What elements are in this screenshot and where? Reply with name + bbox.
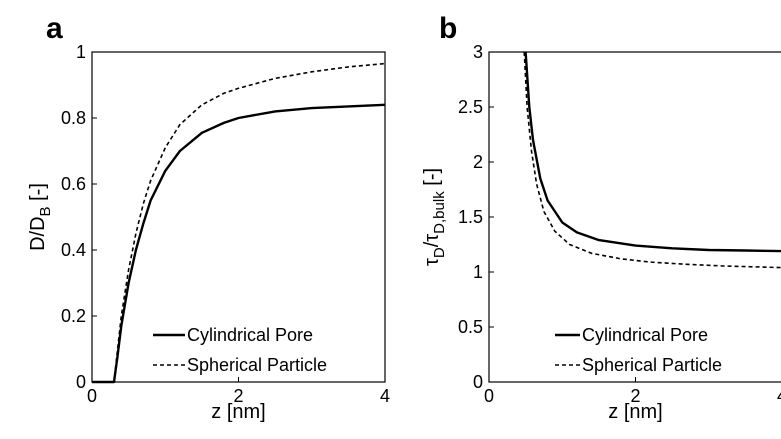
panel-a-x-tick-label: 4 [380,386,390,406]
panel-b-series [523,51,781,269]
panel-b-x-axis-label: z [nm] [608,401,662,423]
panel-a-y-tick-label: 0.8 [61,108,86,128]
panel-a-legend-label-cylindrical: Cylindrical Pore [187,325,313,345]
panel-a-legend: Cylindrical Pore Spherical Particle [153,325,327,375]
panel-b-y-tick-label: 3 [473,42,483,62]
panel-a-x-tick-label: 0 [87,386,97,406]
panel-a-series-cylindrical-pore [92,103,386,384]
panel-b-x-tick-label: 4 [777,386,781,406]
panel-b-y-tick-label: 1 [473,262,483,282]
panel-b-legend-label-spherical: Spherical Particle [582,355,722,375]
panel-b: b 0 2 4 0 0.5 1 1.5 2 2.5 3 z [nm] τD/τD,bulk [-]… [421,12,781,423]
panel-a-y-tick-label: 0.4 [61,240,86,260]
panel-b-y-tick-label: 2 [473,152,483,172]
panel-b-plot-frame [488,51,781,383]
panel-b-legend: Cylindrical Pore Spherical Particle [555,325,722,375]
panel-a-y-tick-label: 1 [76,42,86,62]
panel-b-series-cylindrical-pore [524,51,781,253]
panel-a-y-tick-label: 0 [76,372,86,392]
panel-b-y-tick-label: 1.5 [458,207,483,227]
panel-a-y-tick-label: 0.6 [61,174,86,194]
panel-a-ticks: 0 2 4 0 0.2 0.4 0.6 0.8 1 [61,42,390,406]
panel-b-x-tick-label: 0 [484,386,494,406]
panel-b-y-tick-label: 2.5 [458,97,483,117]
panel-a-legend-label-spherical: Spherical Particle [187,355,327,375]
panel-b-series-spherical-particle [523,51,781,269]
panel-a-x-axis-label: z [nm] [211,401,265,423]
panel-a-y-axis-label: D/DB [-] [27,183,54,251]
panel-b-y-axis-label: τD/τD,bulk [-] [421,168,448,266]
panel-a-x-tick-label: 2 [233,386,243,406]
panel-a-series-spherical-particle [92,62,386,383]
panel-a-series [92,62,386,384]
panel-b-y-tick-label: 0.5 [458,317,483,337]
panel-a-letter: a [46,12,63,45]
panel-b-x-tick-label: 2 [630,386,640,406]
panel-a: a 0 2 4 0 0.2 0.4 0.6 0.8 1 z [nm] D/DB [-] Cyli… [27,12,390,423]
panel-b-legend-label-cylindrical: Cylindrical Pore [582,325,708,345]
panel-b-y-tick-label: 0 [473,372,483,392]
panel-b-letter: b [439,12,457,45]
panel-a-y-tick-label: 0.2 [61,306,86,326]
panel-b-ticks: 0 2 4 0 0.5 1 1.5 2 2.5 3 [458,42,781,406]
